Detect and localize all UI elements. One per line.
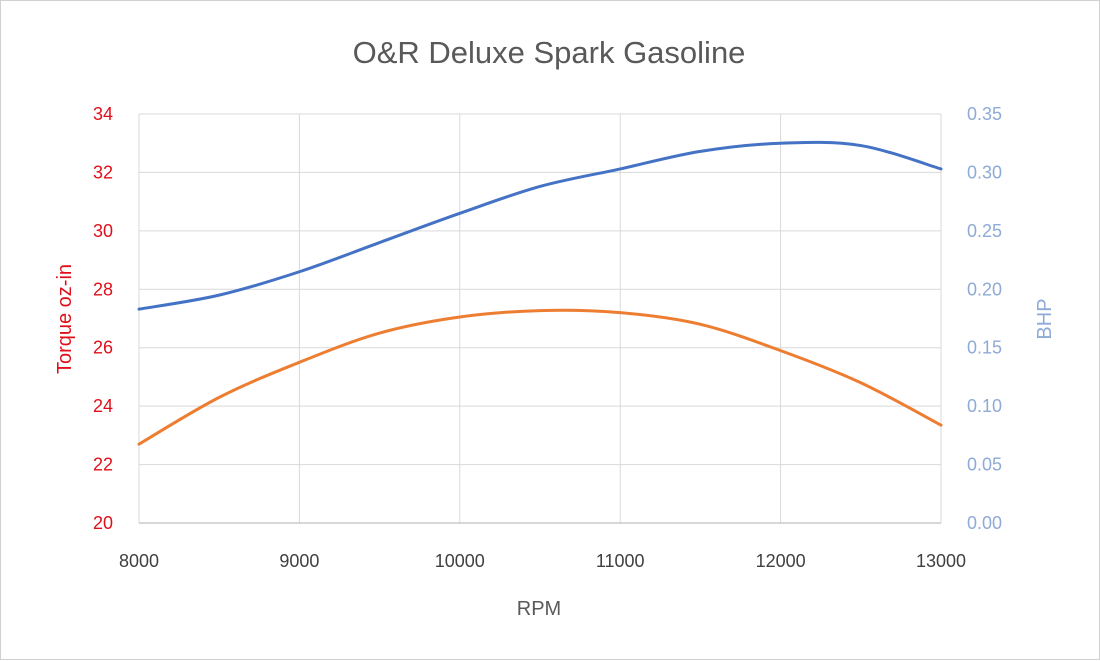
chart-title: O&R Deluxe Spark Gasoline [353, 35, 746, 70]
torque-series-line [137, 308, 943, 446]
y-left-tick-label: 26 [93, 338, 113, 358]
y-left-tick-label: 28 [93, 279, 113, 299]
y-left-tick-labels: 20 22 24 26 28 30 32 34 [93, 104, 113, 533]
y-right-axis-title: BHP [1034, 298, 1056, 339]
grid [138, 113, 942, 524]
y-right-tick-labels: 0.00 0.05 0.10 0.15 0.20 0.25 0.30 0.35 [967, 104, 1002, 533]
x-tick-labels: 8000 9000 10000 11000 12000 13000 [119, 551, 966, 571]
y-left-tick-label: 22 [93, 455, 113, 475]
y-right-tick-label: 0.15 [967, 338, 1002, 358]
x-tick-label: 9000 [279, 551, 319, 571]
y-left-tick-label: 30 [93, 221, 113, 241]
y-left-tick-label: 20 [93, 513, 113, 533]
y-left-tick-label: 24 [93, 396, 113, 416]
y-left-tick-label: 32 [93, 162, 113, 182]
y-right-tick-label: 0.00 [967, 513, 1002, 533]
x-tick-label: 8000 [119, 551, 159, 571]
y-right-tick-label: 0.25 [967, 221, 1002, 241]
y-right-tick-label: 0.30 [967, 162, 1002, 182]
y-right-tick-label: 0.20 [967, 279, 1002, 299]
x-tick-label: 12000 [756, 551, 806, 571]
x-tick-label: 10000 [435, 551, 485, 571]
x-tick-label: 11000 [596, 551, 645, 571]
y-right-tick-label: 0.35 [967, 104, 1002, 124]
x-axis-title: RPM [517, 598, 561, 620]
y-right-tick-label: 0.05 [967, 455, 1002, 475]
y-right-tick-label: 0.10 [967, 396, 1002, 416]
y-left-axis-title: Torque oz-in [54, 264, 76, 374]
y-left-tick-label: 34 [93, 104, 113, 124]
bhp-series-line [137, 140, 943, 311]
series-layer [137, 140, 943, 446]
x-tick-label: 13000 [916, 551, 966, 571]
